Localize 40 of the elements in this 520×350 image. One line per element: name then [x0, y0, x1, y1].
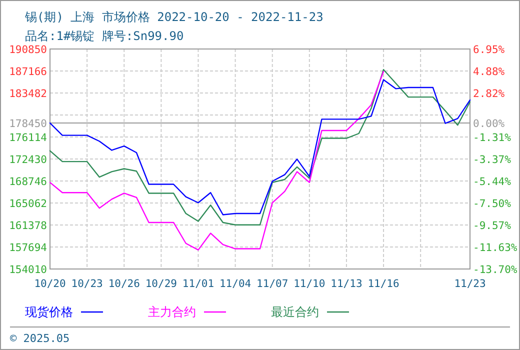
y-tick-label: 172430	[9, 154, 47, 166]
y2-tick-label: 0.00%	[473, 118, 506, 130]
line-series	[49, 70, 384, 251]
x-tick-label: 10/29	[145, 278, 177, 290]
x-tick-label: 10/20	[34, 278, 66, 290]
y2-tick-label: -11.63%	[473, 242, 518, 254]
legend-label: 最近合约	[271, 305, 319, 319]
x-tick-label: 11/10	[294, 278, 326, 290]
y-tick-label: 187166	[9, 66, 47, 78]
y2-tick-label: -3.37%	[473, 154, 512, 166]
y-tick-label: 178450	[9, 118, 47, 130]
y2-tick-label: -13.70%	[473, 264, 518, 276]
x-tick-label: 10/23	[71, 278, 103, 290]
y2-tick-label: -7.50%	[473, 198, 512, 210]
y-tick-label: 161378	[9, 220, 47, 232]
chart-title: 锡(期) 上海 市场价格 2022-10-20 - 2022-11-23	[24, 10, 324, 24]
y2-tick-label: 6.95%	[473, 44, 506, 56]
legend-label: 现货价格	[25, 305, 73, 319]
x-tick-label: 11/07	[256, 278, 288, 290]
y-tick-label: 190850	[9, 44, 47, 56]
y-tick-label: 165062	[9, 198, 47, 210]
x-tick-label: 10/26	[108, 278, 140, 290]
x-tick-label: 11/04	[219, 278, 252, 290]
y-tick-label: 157694	[9, 242, 47, 254]
y2-tick-label: -1.31%	[473, 132, 512, 144]
x-tick-label: 11/01	[182, 278, 214, 290]
chart-subtitle: 品名:1#锡锭 牌号:Sn99.90	[25, 29, 184, 43]
y-tick-label: 168746	[9, 176, 47, 188]
text: © 2025.05	[10, 332, 70, 345]
y-tick-label: 176114	[9, 132, 47, 144]
legend-label: 主力合约	[148, 305, 196, 319]
y2-tick-label: 2.82%	[473, 88, 506, 100]
x-tick-label: 11/13	[330, 278, 362, 290]
y2-tick-label: 4.88%	[473, 66, 506, 78]
x-tick-label: 11/16	[368, 278, 400, 290]
y2-tick-label: -9.57%	[473, 220, 512, 232]
y-tick-label: 183482	[9, 88, 47, 100]
y2-tick-label: -5.44%	[473, 176, 512, 188]
x-tick-label: 11/23	[454, 278, 486, 290]
y-tick-label: 154010	[9, 264, 47, 276]
